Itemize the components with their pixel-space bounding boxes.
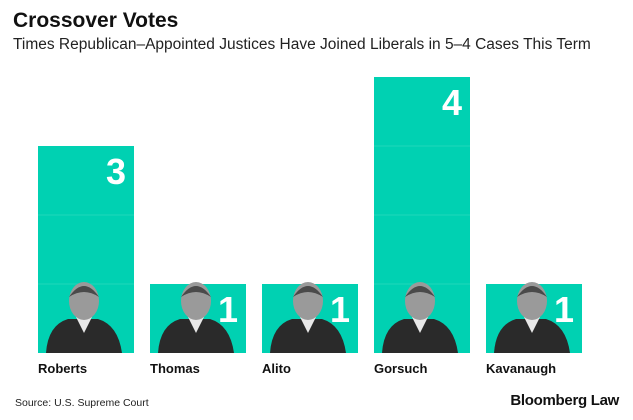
bar-value-label: 4 — [442, 82, 462, 123]
bar-group: 1 Alito — [262, 282, 358, 376]
category-label: Roberts — [38, 361, 87, 376]
bar-value-label: 1 — [218, 289, 238, 330]
category-label: Kavanaugh — [486, 361, 556, 376]
source-note: Source: U.S. Supreme Court — [15, 397, 149, 409]
justice-portrait — [382, 282, 458, 353]
justice-portrait — [494, 282, 570, 353]
bar-value-label: 1 — [554, 289, 574, 330]
bar-chart: 3 Roberts 1 Thomas 1 Alito 4 Gorsuch 1 Kavanaugh — [38, 77, 582, 376]
bar-value-label: 3 — [106, 151, 126, 192]
bar-group: 3 Roberts — [38, 146, 134, 376]
brand-logo: Bloomberg Law — [510, 392, 619, 409]
category-label: Gorsuch — [374, 361, 428, 376]
justice-portrait — [46, 282, 122, 353]
justice-portrait — [158, 282, 234, 353]
category-label: Alito — [262, 361, 291, 376]
category-label: Thomas — [150, 361, 200, 376]
bar-group: 1 Thomas — [150, 282, 246, 376]
justice-portrait — [270, 282, 346, 353]
chart-title: Crossover Votes — [13, 9, 179, 32]
bar-group: 4 Gorsuch — [374, 77, 470, 376]
bar-value-label: 1 — [330, 289, 350, 330]
chart-subtitle: Times Republican–Appointed Justices Have… — [13, 36, 591, 53]
bar-group: 1 Kavanaugh — [486, 282, 582, 376]
